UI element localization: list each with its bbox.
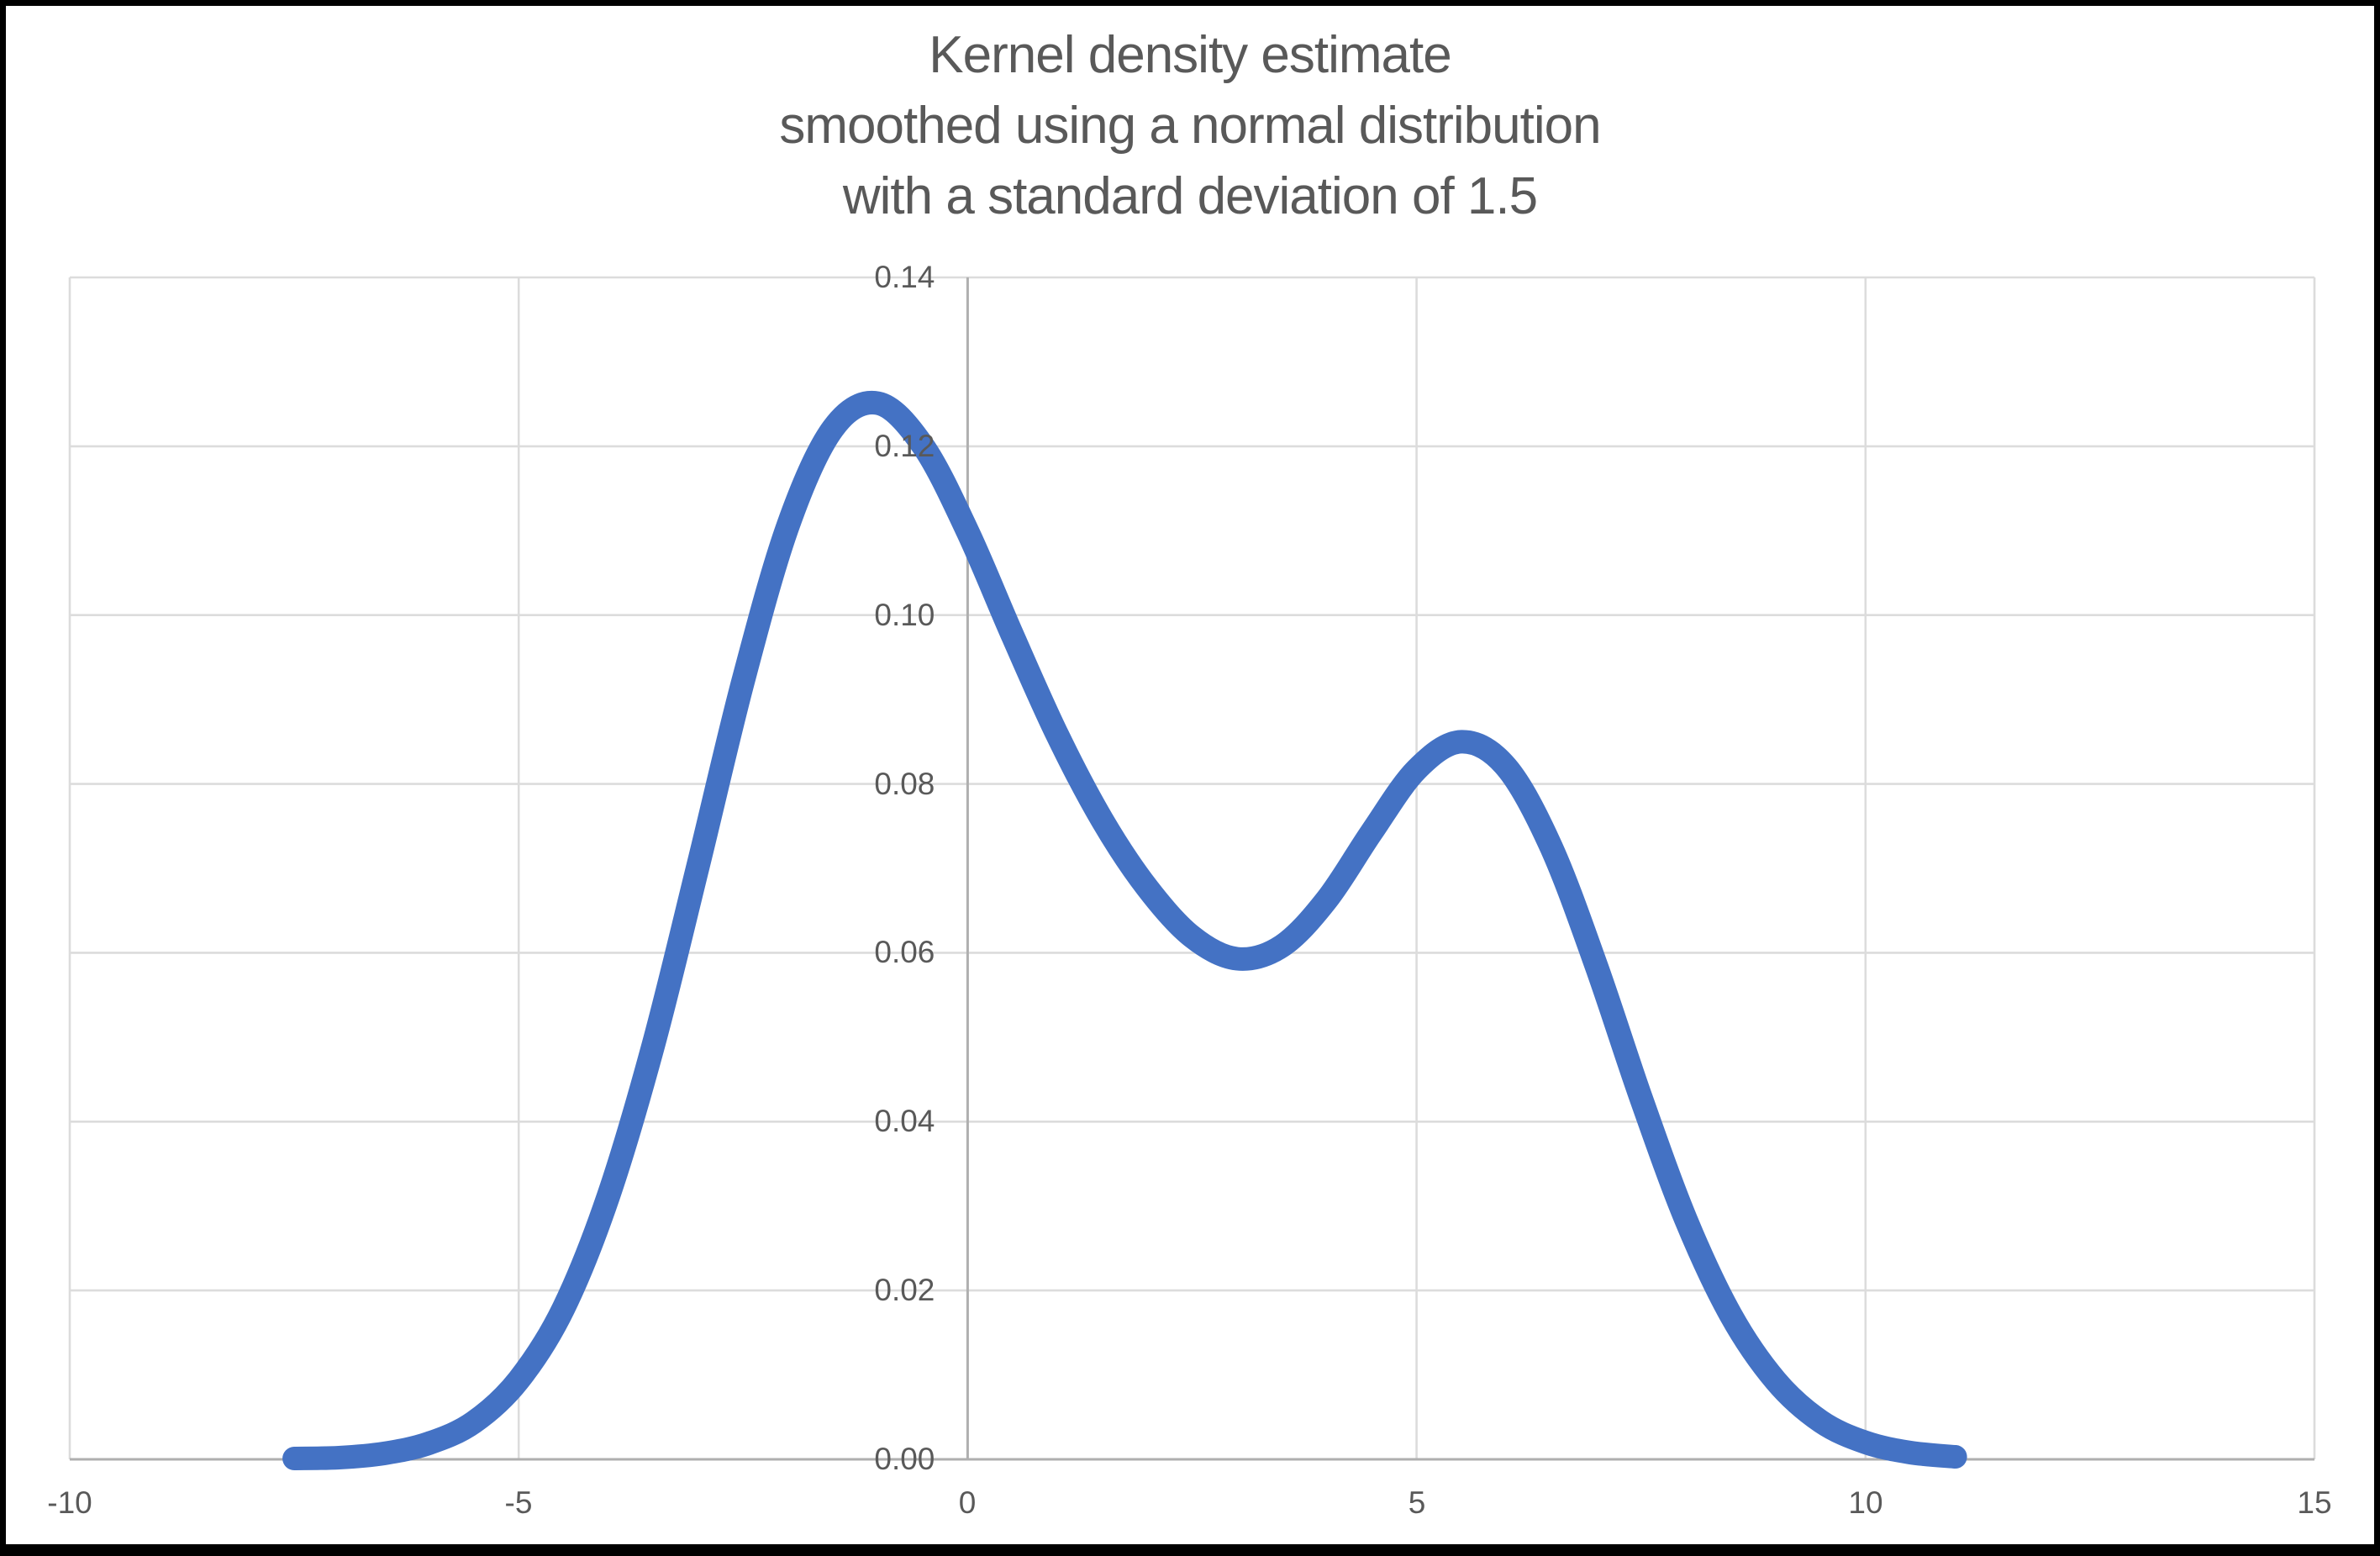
x-tick-label: 10 [1848, 1485, 1883, 1520]
chart-title: Kernel density estimate smoothed using a… [0, 20, 2380, 232]
x-tick-label: 5 [1408, 1485, 1426, 1520]
x-tick-label: 0 [958, 1485, 977, 1520]
kde-curve-line [282, 390, 1967, 1470]
y-tick-label: 0.06 [874, 935, 935, 969]
y-tick-label: 0.10 [874, 598, 935, 632]
y-tick-label: 0.14 [874, 260, 935, 294]
axes [70, 277, 2314, 1461]
chart-title-line-1: Kernel density estimate [929, 26, 1451, 84]
gridlines [68, 276, 2316, 1461]
series [282, 390, 1967, 1470]
chart-title-line-3: with a standard deviation of 1.5 [842, 167, 1538, 225]
y-tick-label: 0.02 [874, 1273, 935, 1307]
chart-title-line-2: smoothed using a normal distribution [779, 97, 1601, 155]
y-tick-label: 0.04 [874, 1104, 935, 1138]
x-tick-label: -10 [47, 1485, 92, 1520]
x-tick-label: 15 [2297, 1485, 2332, 1520]
y-tick-label: 0.08 [874, 767, 935, 801]
y-tick-label: 0.00 [874, 1442, 935, 1476]
y-tick-label: 0.12 [874, 429, 935, 463]
x-tick-label: -5 [504, 1485, 533, 1520]
